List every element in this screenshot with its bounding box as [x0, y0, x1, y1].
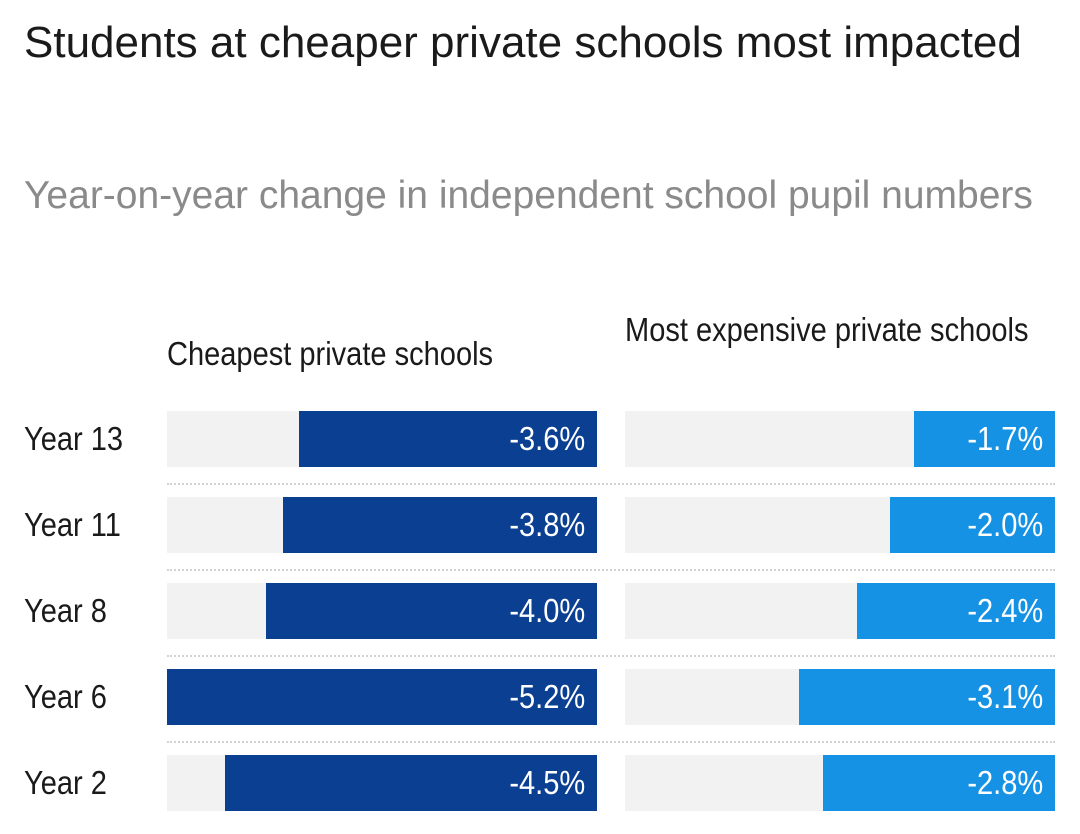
bar-value-label: -2.0%: [967, 506, 1043, 543]
bar-value-label: -3.8%: [509, 506, 585, 543]
bar-cheapest-year-13: -3.6%: [299, 411, 597, 467]
bar-value-label: -3.1%: [967, 678, 1043, 715]
bar-value-label: -4.0%: [509, 592, 585, 629]
bar-track: -4.5%: [167, 755, 597, 811]
bar-expensive-year-11: -2.0%: [889, 497, 1055, 553]
bar-track: -2.4%: [625, 583, 1055, 639]
row-divider: [167, 569, 1055, 571]
bar-track: -4.0%: [167, 583, 597, 639]
bar-expensive-year-2: -2.8%: [823, 755, 1055, 811]
row-label-year-2: Year 2: [24, 764, 107, 801]
bar-track: -1.7%: [625, 411, 1055, 467]
bar-track: -5.2%: [167, 669, 597, 725]
bar-value-label: -4.5%: [509, 764, 585, 801]
bar-track: -2.8%: [625, 755, 1055, 811]
bar-expensive-year-8: -2.4%: [856, 583, 1055, 639]
bar-track: -3.1%: [625, 669, 1055, 725]
bar-cheapest-year-8: -4.0%: [266, 583, 597, 639]
bar-value-label: -1.7%: [967, 420, 1043, 457]
row-divider: [167, 655, 1055, 657]
bar-expensive-year-6: -3.1%: [798, 669, 1055, 725]
bar-value-label: -3.6%: [509, 420, 585, 457]
bar-cheapest-year-6: -5.2%: [167, 669, 597, 725]
chart-title: Students at cheaper private schools most…: [24, 18, 1022, 67]
bar-cheapest-year-2: -4.5%: [224, 755, 597, 811]
row-label-year-8: Year 8: [24, 592, 107, 629]
chart-subtitle: Year-on-year change in independent schoo…: [24, 174, 1033, 217]
row-label-year-13: Year 13: [24, 420, 124, 457]
bar-track: -2.0%: [625, 497, 1055, 553]
row-label-year-11: Year 11: [24, 506, 121, 543]
panel-title-expensive: Most expensive private schools: [625, 311, 1029, 348]
bar-value-label: -5.2%: [509, 678, 585, 715]
panel-title-cheapest: Cheapest private schools: [167, 335, 494, 372]
row-label-year-6: Year 6: [24, 678, 107, 715]
bar-expensive-year-13: -1.7%: [914, 411, 1055, 467]
bar-cheapest-year-11: -3.8%: [282, 497, 597, 553]
row-divider: [167, 741, 1055, 743]
row-divider: [167, 483, 1055, 485]
bar-value-label: -2.4%: [967, 592, 1043, 629]
bar-value-label: -2.8%: [967, 764, 1043, 801]
bar-track: -3.6%: [167, 411, 597, 467]
bar-track: -3.8%: [167, 497, 597, 553]
